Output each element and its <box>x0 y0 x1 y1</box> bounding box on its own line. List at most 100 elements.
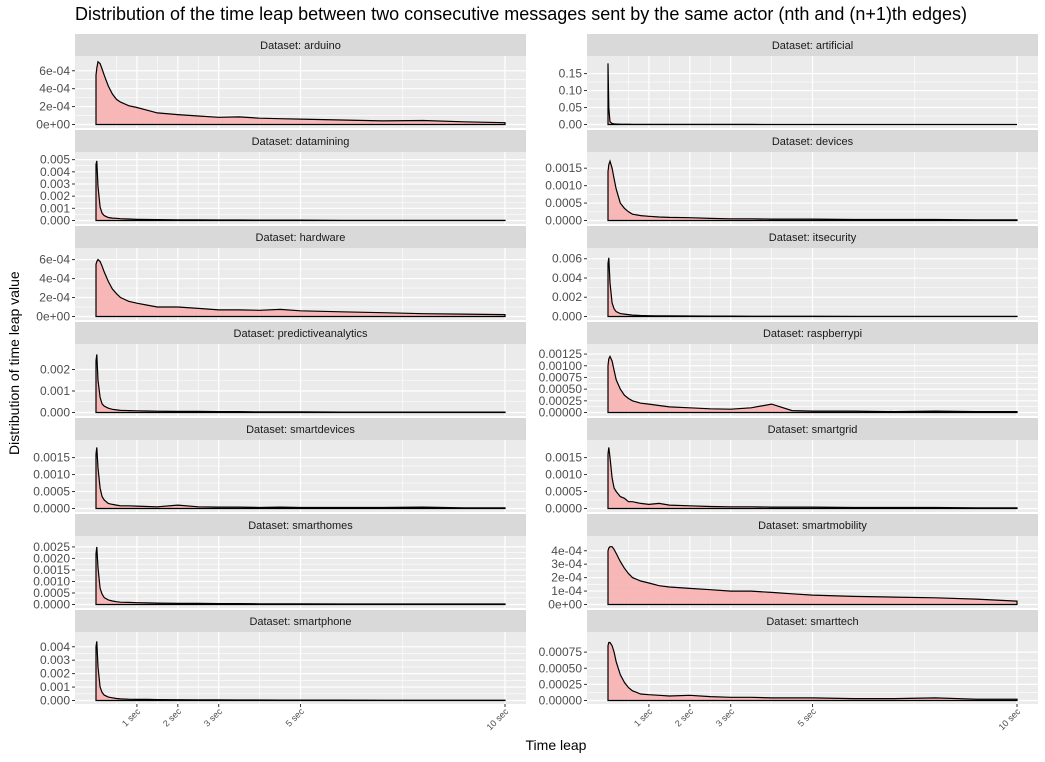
xtick-label-smarttech-0: 1 sec <box>632 706 655 729</box>
strip-datamining <box>75 130 526 152</box>
strip-label-datamining: Dataset: datamining <box>252 136 350 148</box>
density-line-smarthomes <box>95 546 506 606</box>
ytick-label-smartmobility-0: 0e+00 <box>548 598 582 612</box>
strip-raspberrypi <box>587 322 1038 344</box>
ytick-label-smartdevices-0: 0.0000 <box>33 502 70 516</box>
ytick-label-itsecurity-2: 0.004 <box>552 271 582 285</box>
density-area-hardware <box>96 259 505 317</box>
density-line-predictiveanalytics <box>95 354 506 414</box>
ytick-label-smartmobility-3: 3e-04 <box>551 557 582 571</box>
ytick-label-devices-2: 0.0010 <box>545 179 582 193</box>
ytick-label-smartmobility-2: 2e-04 <box>551 571 582 585</box>
strip-label-devices: Dataset: devices <box>772 136 854 148</box>
ytick-label-artificial-0: 0.00 <box>559 118 583 132</box>
ytick-label-smartphone-2: 0.002 <box>40 667 70 681</box>
ytick-label-smarthomes-0: 0.0000 <box>33 598 70 612</box>
ytick-label-arduino-2: 4e-04 <box>39 82 70 96</box>
ytick-label-devices-0: 0.0000 <box>545 214 582 228</box>
strip-smarthomes <box>75 514 526 536</box>
ytick-label-smartmobility-1: 1e-04 <box>551 584 582 598</box>
strip-label-raspberrypi: Dataset: raspberrypi <box>763 328 862 340</box>
ytick-label-predictiveanalytics-1: 0.001 <box>40 384 70 398</box>
density-line-datamining <box>95 160 506 222</box>
ytick-label-datamining-3: 0.003 <box>40 177 70 191</box>
density-line-itsecurity <box>607 257 1018 318</box>
density-area-raspberrypi <box>608 356 1017 413</box>
ytick-label-datamining-1: 0.001 <box>40 201 70 215</box>
ytick-label-smartgrid-0: 0.0000 <box>545 502 582 516</box>
ytick-label-datamining-2: 0.002 <box>40 189 70 203</box>
xtick-label-smarttech-1: 2 sec <box>673 706 696 729</box>
xtick-label-smarttech-4: 10 sec <box>997 706 1023 732</box>
strip-hardware <box>75 226 526 248</box>
ytick-label-smartdevices-2: 0.0010 <box>33 468 70 482</box>
strip-label-smartgrid: Dataset: smartgrid <box>768 424 858 436</box>
chart-title: Distribution of the time leap between tw… <box>75 4 967 24</box>
ytick-label-smartphone-1: 0.001 <box>40 680 70 694</box>
strip-itsecurity <box>587 226 1038 248</box>
ytick-label-smarthomes-5: 0.0025 <box>33 540 70 554</box>
strip-label-smartdevices: Dataset: smartdevices <box>246 424 355 436</box>
ytick-label-smarthomes-1: 0.0005 <box>33 586 70 600</box>
strip-devices <box>587 130 1038 152</box>
ytick-label-datamining-4: 0.004 <box>40 165 70 179</box>
x-axis-label: Time leap <box>525 737 587 753</box>
ytick-label-artificial-3: 0.15 <box>559 67 583 81</box>
density-line-smartgrid <box>607 447 1018 510</box>
strip-label-hardware: Dataset: hardware <box>256 232 346 244</box>
xtick-label-smartphone-0: 1 sec <box>120 706 143 729</box>
ytick-label-predictiveanalytics-0: 0.000 <box>40 406 70 420</box>
ytick-label-smartgrid-3: 0.0015 <box>545 451 582 465</box>
ytick-label-hardware-3: 6e-04 <box>39 253 70 267</box>
ytick-label-arduino-1: 2e-04 <box>39 100 70 114</box>
strip-label-smarthomes: Dataset: smarthomes <box>248 520 353 532</box>
ytick-label-raspberrypi-4: 0.00100 <box>539 359 583 373</box>
ytick-label-raspberrypi-5: 0.00125 <box>539 347 583 361</box>
ytick-label-devices-3: 0.0015 <box>545 161 582 175</box>
ytick-label-smartdevices-1: 0.0005 <box>33 485 70 499</box>
ytick-label-smarthomes-4: 0.0020 <box>33 551 70 565</box>
density-line-devices <box>607 159 1018 222</box>
strip-artificial <box>587 34 1038 56</box>
density-line-smartphone <box>95 641 506 702</box>
strip-label-arduino: Dataset: arduino <box>260 40 341 52</box>
xtick-label-smartphone-2: 3 sec <box>202 706 225 729</box>
ytick-label-smarttech-0: 0.00000 <box>539 694 583 708</box>
strip-smartdevices <box>75 418 526 440</box>
ytick-label-smartdevices-3: 0.0015 <box>33 451 70 465</box>
density-line-smartdevices <box>95 447 506 510</box>
ytick-label-devices-1: 0.0005 <box>545 196 582 210</box>
ytick-label-smarttech-3: 0.00075 <box>539 645 583 659</box>
strip-label-smartmobility: Dataset: smartmobility <box>758 520 867 532</box>
strip-label-smarttech: Dataset: smarttech <box>766 616 858 628</box>
ytick-label-hardware-0: 0e+00 <box>36 310 70 324</box>
ytick-label-raspberrypi-2: 0.00050 <box>539 382 583 396</box>
ytick-label-artificial-2: 0.10 <box>559 84 583 98</box>
xtick-label-smartphone-4: 10 sec <box>485 706 511 732</box>
ytick-label-smartphone-0: 0.000 <box>40 694 70 708</box>
ytick-label-smartmobility-4: 4e-04 <box>551 544 582 558</box>
density-line-hardware <box>95 258 506 318</box>
ytick-label-artificial-1: 0.05 <box>559 101 583 115</box>
density-line-artificial <box>607 63 1017 126</box>
strip-smartmobility <box>587 514 1038 536</box>
xtick-label-smartphone-1: 2 sec <box>161 706 184 729</box>
ytick-label-smartphone-4: 0.004 <box>40 640 70 654</box>
ytick-label-itsecurity-1: 0.002 <box>552 290 582 304</box>
ytick-label-datamining-5: 0.005 <box>40 153 70 167</box>
ytick-label-raspberrypi-3: 0.00075 <box>539 370 583 384</box>
ytick-label-datamining-0: 0.000 <box>40 214 70 228</box>
ytick-label-smarttech-2: 0.00050 <box>539 661 583 675</box>
xtick-label-smarttech-2: 3 sec <box>714 706 737 729</box>
strip-predictiveanalytics <box>75 322 526 344</box>
strip-smarttech <box>587 610 1038 632</box>
ytick-label-smarthomes-2: 0.0010 <box>33 574 70 588</box>
strip-smartphone <box>75 610 526 632</box>
strip-label-itsecurity: Dataset: itsecurity <box>769 232 857 244</box>
density-line-raspberrypi <box>607 354 1018 414</box>
strip-label-artificial: Dataset: artificial <box>772 40 853 52</box>
ytick-label-smartgrid-2: 0.0010 <box>545 468 582 482</box>
density-line-smarttech <box>607 641 1018 702</box>
xtick-label-smartphone-3: 5 sec <box>284 706 307 729</box>
